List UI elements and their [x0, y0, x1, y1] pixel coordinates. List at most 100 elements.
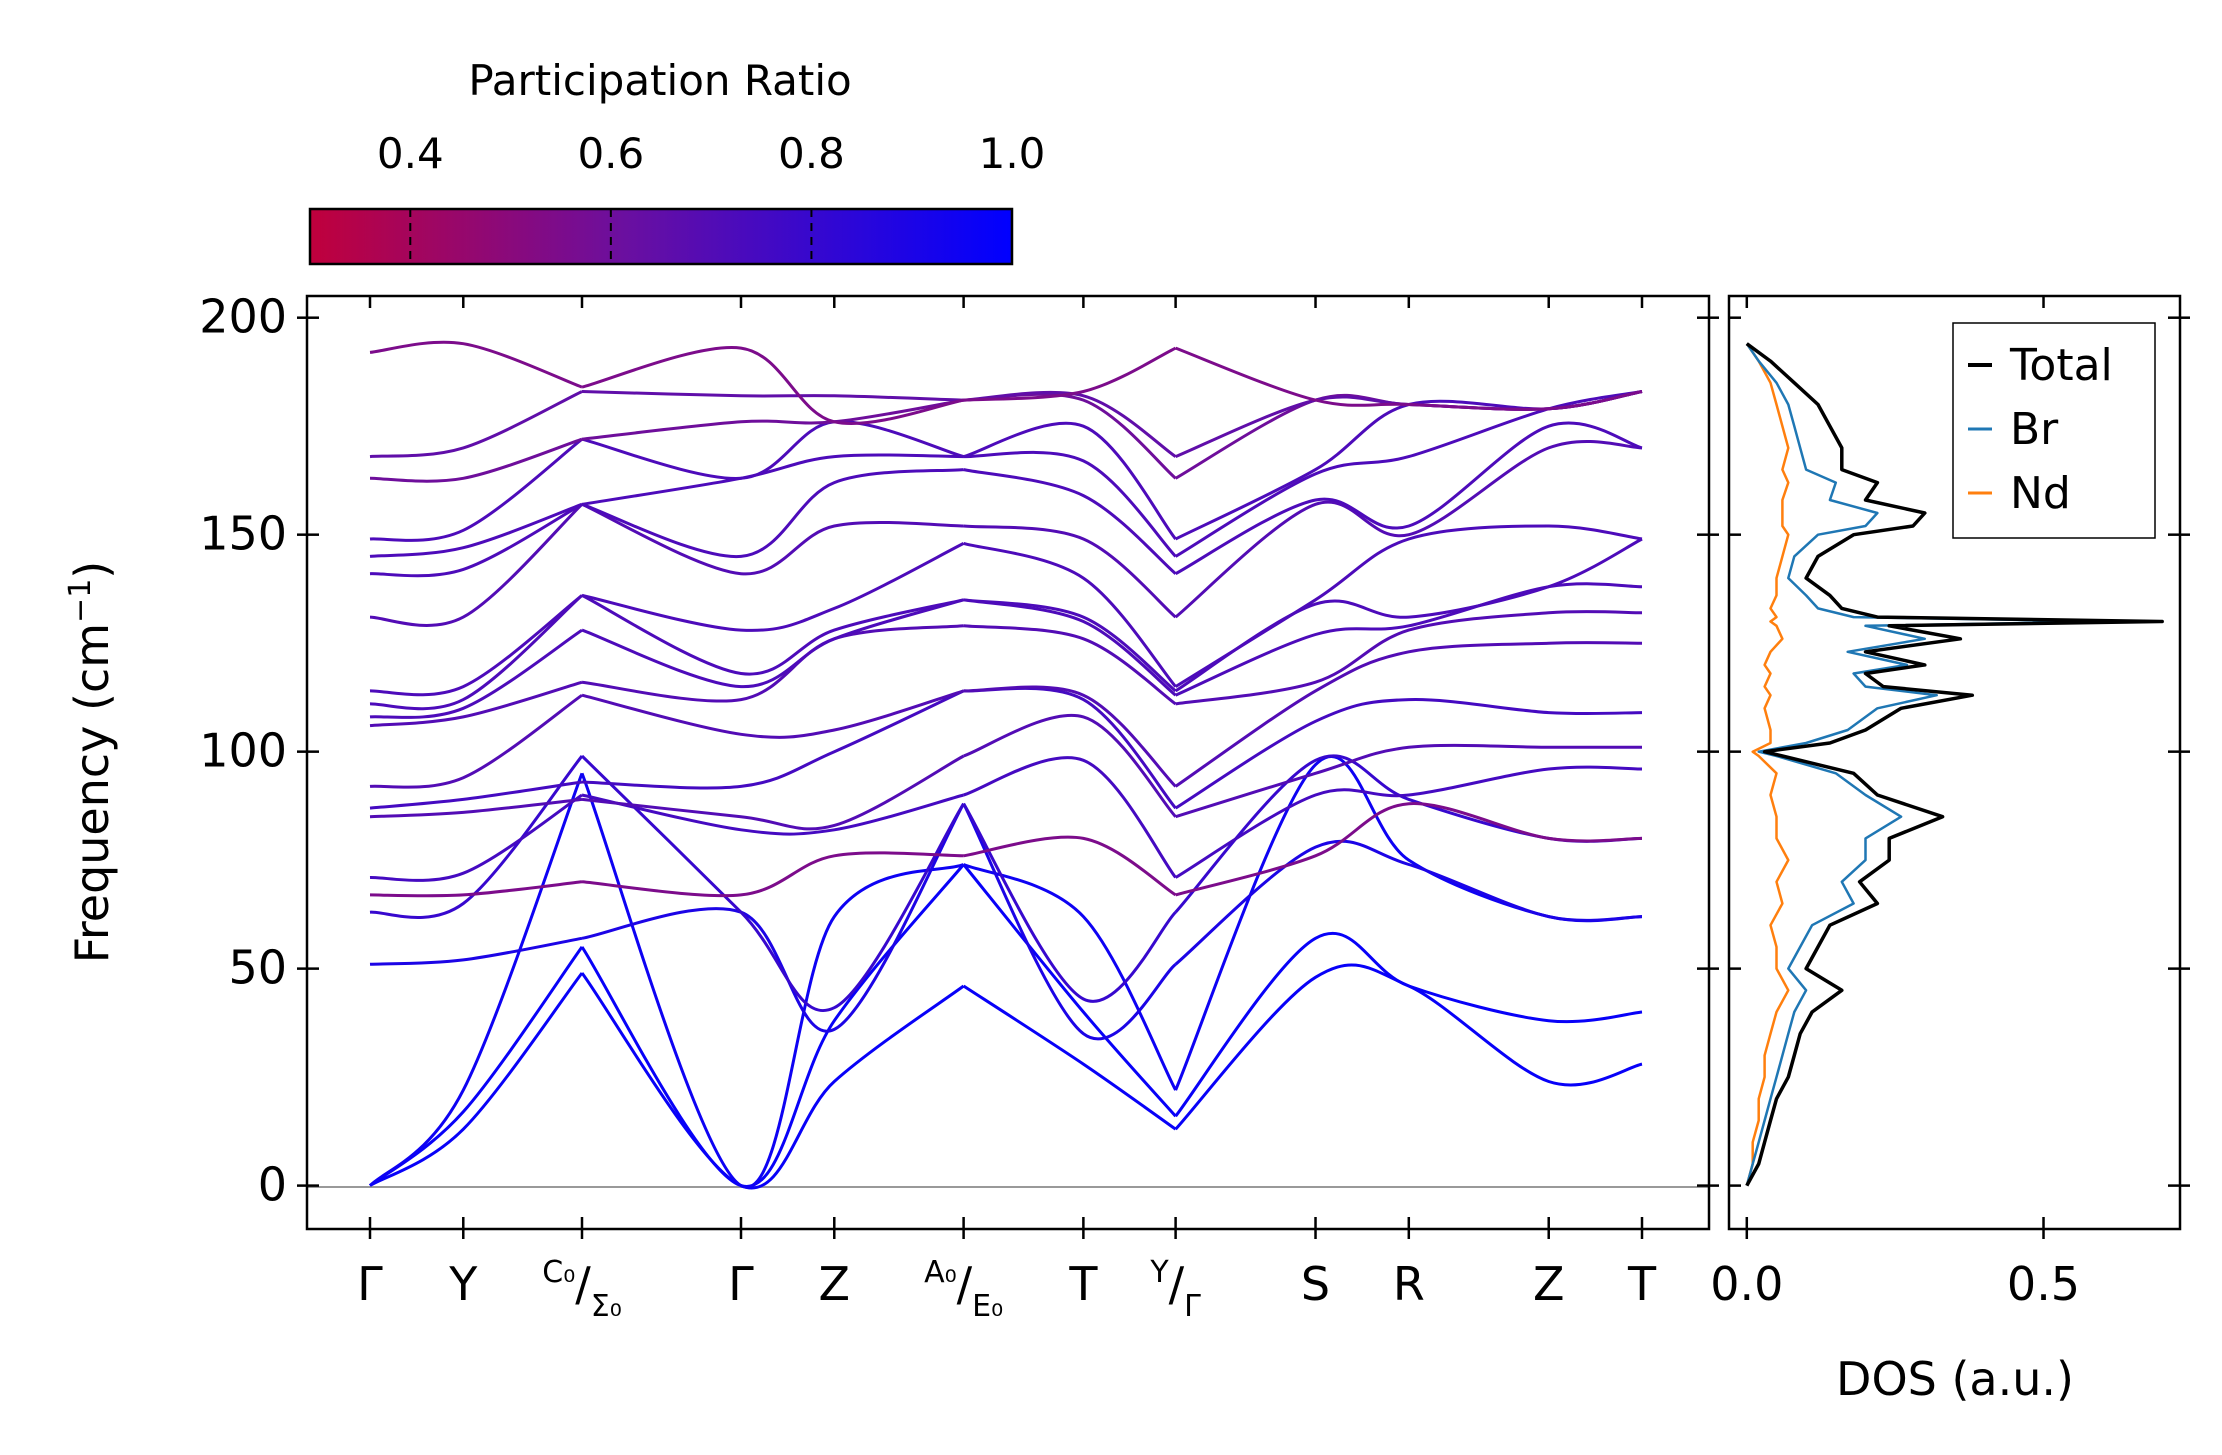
phonon-branch	[369, 440, 1643, 627]
branch-segment	[581, 689, 965, 790]
branch-segment	[581, 793, 964, 836]
branch-segment	[1174, 839, 1643, 966]
branch-segment	[368, 772, 584, 1187]
dos-curves	[1745, 342, 2164, 1187]
branch-segment	[1174, 963, 1643, 1131]
dos-x-tick-label: 0.0	[1710, 1257, 1783, 1311]
branch-segment	[369, 502, 583, 578]
y-axis-label: Frequency (cm−1)	[63, 561, 119, 964]
k-point-label: Y	[448, 1257, 478, 1311]
branch-segment	[369, 680, 583, 728]
k-point-label: Z	[1533, 1257, 1565, 1311]
branch-segment	[580, 772, 965, 1189]
branch-segment	[369, 594, 583, 697]
branch-segment	[963, 392, 1177, 480]
branch-segment	[369, 503, 584, 627]
branch-segment	[963, 541, 1177, 688]
colorbar: Participation Ratio 0.4 0.6 0.8 1.0	[308, 56, 1045, 266]
branch-segment	[963, 835, 1177, 897]
y-tick-label: 150	[199, 507, 287, 561]
branch-segment	[962, 802, 1177, 1003]
branch-segment	[369, 628, 583, 719]
y-tick-label: 0	[258, 1158, 287, 1212]
k-path-ticks: Γ Y C₀/Σ₀ Γ Z A₀/E₀ T Y/Γ S R Z T	[357, 296, 1657, 1324]
k-point-label: Γ	[728, 1257, 754, 1311]
k-point-label: Y/Γ	[1149, 1255, 1201, 1324]
colorbar-tick-label: 0.8	[778, 129, 845, 178]
branch-segment	[963, 624, 1177, 706]
dos-line-br	[1745, 342, 2116, 1186]
branch-segment	[1174, 390, 1643, 541]
branch-segment	[369, 390, 583, 459]
colorbar-tick-label: 0.6	[577, 129, 644, 178]
legend-label: Nd	[2010, 468, 2071, 519]
dos-line-nd	[1745, 342, 1790, 1186]
branch-segment	[1175, 743, 1642, 819]
dos-ticks: 0.0 0.5	[1710, 296, 2190, 1311]
phonon-branch	[369, 340, 1643, 425]
branch-segment	[581, 398, 964, 441]
phonon-branch	[369, 756, 1643, 882]
branch-segment	[963, 468, 1177, 575]
branch-segment	[369, 780, 583, 810]
branch-segment	[1174, 421, 1643, 576]
branch-segment	[963, 524, 1177, 619]
phonon-branch	[368, 755, 1643, 1189]
branch-segment	[369, 793, 583, 882]
phonon-branches	[368, 340, 1643, 1190]
branch-segment	[1174, 641, 1643, 788]
phonon-branch	[369, 863, 1643, 1188]
branch-segment	[369, 880, 583, 898]
phonon-branch	[369, 713, 1642, 831]
branch-segment	[581, 542, 965, 632]
branch-segment	[962, 803, 1177, 1041]
branch-segment	[1175, 610, 1643, 706]
branch-segment	[369, 594, 583, 711]
dos-frame	[1727, 294, 2182, 1231]
phonon-branch	[369, 390, 1643, 483]
branch-segment	[1174, 755, 1643, 1091]
phonon-branch	[369, 582, 1643, 719]
dos-panel: 0.0 0.5 DOS (a.u.) Total Br Nd	[1710, 294, 2190, 1406]
branch-segment	[580, 754, 965, 1012]
branch-segment	[369, 438, 583, 542]
branch-segment	[963, 346, 1177, 402]
branch-segment	[580, 863, 965, 1188]
colorbar-tick-label: 0.4	[377, 129, 444, 178]
branch-segment	[581, 346, 964, 425]
k-point-label: Γ	[357, 1257, 383, 1311]
phonon-branch	[369, 610, 1643, 728]
dos-line-total	[1745, 342, 2164, 1187]
branch-segment	[581, 802, 965, 1033]
branch-segment	[369, 972, 584, 1187]
branch-segment	[963, 713, 1177, 818]
dispersion-panel: 0 50 100 150 200 Γ Y C₀/Σ₀ Γ Z A₀/E₀ T Y/Γ S R Z T Freq…	[63, 290, 1719, 1324]
branch-segment	[1175, 582, 1643, 697]
branch-segment	[581, 420, 964, 480]
y-ticks: 0 50 100 150 200	[199, 290, 1719, 1212]
phonon-branch	[369, 802, 1643, 1041]
branch-segment	[962, 863, 1177, 1118]
k-point-label: T	[1068, 1257, 1098, 1311]
branch-segment	[581, 689, 965, 739]
y-tick-label: 100	[199, 724, 287, 778]
branch-segment	[581, 598, 965, 689]
branch-segment	[1174, 765, 1643, 879]
branch-segment	[1175, 802, 1643, 897]
k-point-label: C₀/Σ₀	[542, 1255, 621, 1324]
phonon-branch	[369, 524, 1643, 697]
branch-segment	[369, 936, 583, 966]
branch-segment	[963, 598, 1177, 697]
branch-segment	[963, 598, 1177, 693]
branch-segment	[369, 502, 583, 558]
branch-segment	[580, 972, 965, 1190]
branch-segment	[1175, 346, 1643, 411]
legend-label: Total	[2009, 340, 2113, 391]
colorbar-ticks: 0.4 0.6 0.8 1.0	[377, 129, 1045, 264]
phonon-branch	[369, 641, 1643, 789]
branch-segment	[369, 797, 583, 819]
y-tick-label: 200	[199, 290, 287, 344]
branch-segment	[963, 685, 1177, 788]
branch-segment	[581, 502, 964, 576]
